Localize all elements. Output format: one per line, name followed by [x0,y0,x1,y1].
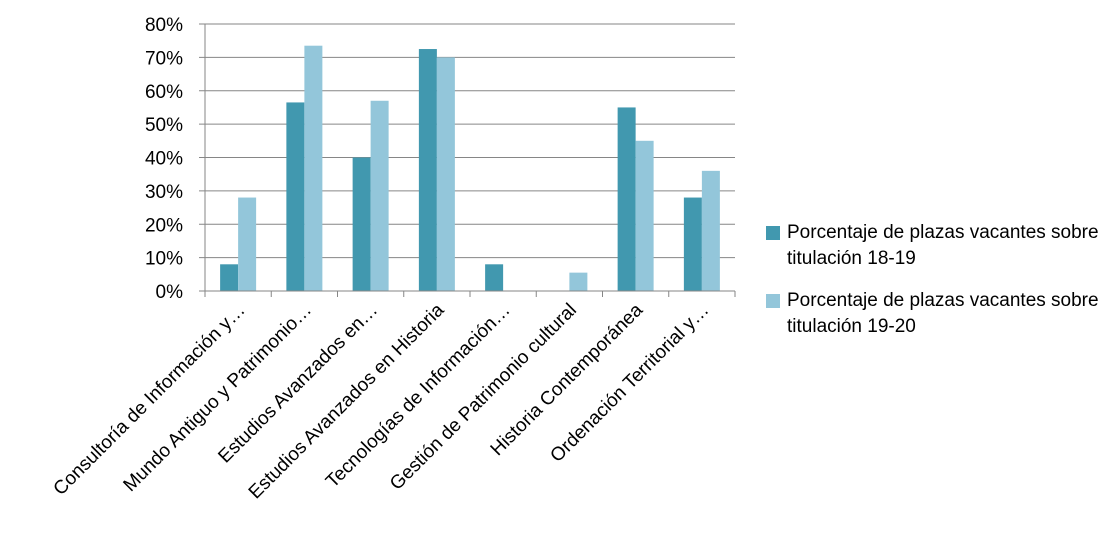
x-tick-labels: Consultoría de Información y…Mundo Antig… [50,299,714,503]
legend-swatch-19-20 [766,294,780,308]
y-tick-label: 20% [145,215,183,236]
y-tick-label: 10% [145,249,183,270]
bar-18-19 [286,102,305,292]
bar-18-19 [485,264,504,291]
y-tick-labels: 0% 10% 20% 30% 40% 50% 60% 70% 80% [145,15,183,303]
bar-19-20 [436,57,455,291]
bar-19-20 [304,45,323,291]
bar-19-20 [569,272,588,291]
bar-18-19 [418,49,437,291]
y-tick-label: 80% [145,15,183,36]
y-tick-label: 0% [156,282,184,303]
axes [199,23,736,297]
bars [220,45,720,292]
legend-item-19-20: Porcentaje de plazas vacantes sobre titu… [766,288,1116,340]
legend-label-18-19: Porcentaje de plazas vacantes sobre titu… [787,222,1099,269]
bar-18-19 [352,157,371,291]
y-tick-label: 30% [145,182,183,203]
legend-swatch-18-19 [766,226,780,240]
bar-19-20 [370,100,389,291]
legend-item-18-19: Porcentaje de plazas vacantes sobre titu… [766,220,1116,272]
legend: Porcentaje de plazas vacantes sobre titu… [766,220,1116,356]
y-tick-label: 60% [145,82,183,103]
bar-19-20 [701,170,720,291]
bar-18-19 [683,197,702,291]
gridlines [205,23,735,259]
legend-label-19-20: Porcentaje de plazas vacantes sobre titu… [787,290,1099,337]
bar-18-19 [220,264,239,291]
bar-19-20 [635,140,654,291]
y-tick-label: 70% [145,48,183,69]
y-tick-label: 50% [145,115,183,136]
y-tick-label: 40% [145,149,183,170]
bar-19-20 [238,197,257,291]
bar-18-19 [617,107,636,291]
